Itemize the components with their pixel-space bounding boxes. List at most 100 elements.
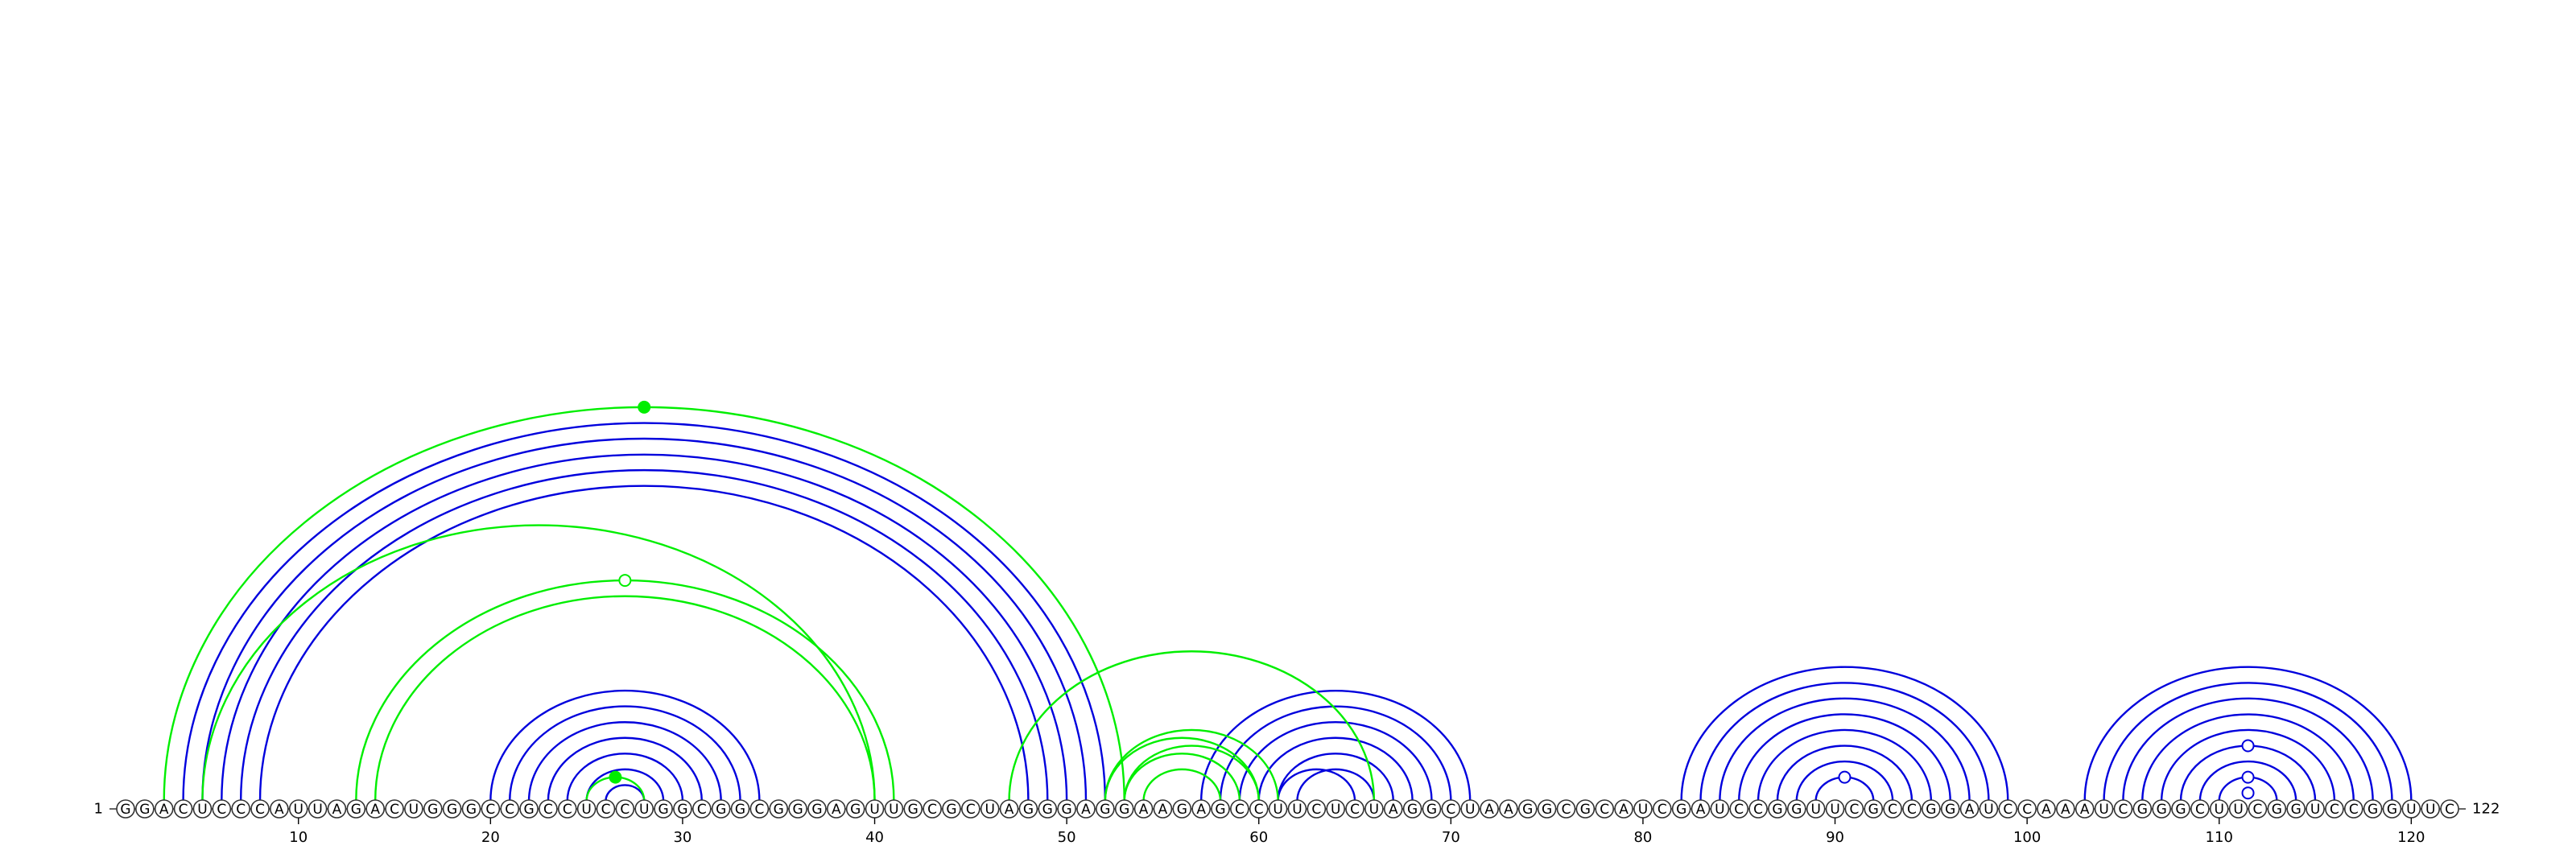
nucleotide-label: C: [1907, 802, 1917, 818]
nucleotide: C: [500, 799, 520, 819]
nucleotide-circle: [730, 799, 750, 819]
nucleotide: A: [270, 799, 289, 819]
nucleotide-label: A: [159, 802, 169, 818]
nucleotide: U: [865, 799, 885, 819]
nucleotide: G: [1671, 799, 1691, 819]
nucleotide-label: G: [120, 802, 130, 818]
nucleotide-label: U: [889, 802, 898, 818]
nucleotide: C: [1883, 799, 1902, 819]
nucleotide-circle: [1787, 799, 1806, 819]
nucleotide: G: [807, 799, 827, 819]
end-label: 122: [2472, 801, 2500, 818]
nucleotide: U: [404, 799, 423, 819]
nucleotide-circle: [999, 799, 1019, 819]
blue-arc: [1238, 720, 1433, 802]
nucleotide-circle: [884, 799, 904, 819]
nucleotide-circle: [576, 799, 597, 819]
nucleotide-label: C: [1657, 802, 1667, 818]
nucleotide-circle: [788, 799, 807, 819]
nucleotide-label: U: [1331, 802, 1340, 818]
nucleotide: G: [346, 799, 366, 819]
nucleotide-label: G: [1945, 802, 1955, 818]
nucleotide-circle: [1422, 799, 1442, 819]
nucleotide-label: G: [1215, 802, 1225, 818]
nucleotide-circle: [1038, 799, 1058, 819]
nucleotide-label: G: [1042, 802, 1053, 818]
nucleotide: C: [212, 799, 232, 819]
nucleotide-circle: [442, 799, 462, 819]
nucleotide-circle: [596, 799, 616, 819]
nucleotide-label: C: [179, 802, 188, 818]
nucleotide-label: C: [563, 802, 572, 818]
nucleotide: U: [2228, 799, 2248, 819]
nucleotide: C: [1844, 799, 1864, 819]
nucleotide-label: U: [639, 802, 649, 818]
nucleotide-label: C: [697, 802, 707, 818]
nucleotide-circle: [2094, 799, 2114, 819]
blue-arc: [1757, 728, 1933, 802]
nucleotide-label: C: [1734, 802, 1744, 818]
nucleotide: C: [2113, 799, 2133, 819]
nucleotide-label: A: [1005, 802, 1014, 818]
nucleotide: C: [1729, 799, 1749, 819]
nucleotide: G: [135, 799, 155, 819]
nucleotide-label: G: [1177, 802, 1187, 818]
nucleotide-label: G: [523, 802, 534, 818]
nucleotide-label: G: [2291, 802, 2301, 818]
nucleotide-label: U: [312, 802, 322, 818]
nucleotide-label: G: [427, 802, 438, 818]
nucleotide-label: A: [832, 802, 841, 818]
nucleotide-circle: [1537, 799, 1557, 819]
nucleotide-label: U: [1369, 802, 1379, 818]
nucleotide-circle: [2363, 799, 2383, 819]
nucleotide-circle: [500, 799, 520, 819]
nucleotide-label: U: [1715, 802, 1724, 818]
nucleotide-circle: [154, 799, 174, 819]
green-arc: [1104, 728, 1279, 802]
nucleotide-label: A: [1504, 802, 1513, 818]
nucleotide-label: U: [2425, 802, 2435, 818]
nucleotide-label: C: [2003, 802, 2013, 818]
nucleotide-label: U: [1810, 802, 1820, 818]
nucleotide: U: [2401, 799, 2421, 819]
nucleotide: C: [1748, 799, 1768, 819]
nucleotide-circle: [385, 799, 404, 819]
nucleotide: G: [2363, 799, 2383, 819]
nucleotide: G: [2171, 799, 2190, 819]
nucleotide: A: [999, 799, 1019, 819]
nucleotide-label: U: [2406, 802, 2416, 818]
nucleotide-label: G: [351, 802, 361, 818]
nucleotide: U: [2306, 799, 2325, 819]
nucleotide-circle: [1748, 799, 1768, 819]
nucleotide-circle: [942, 799, 961, 819]
tick-label: 120: [2397, 829, 2425, 846]
nucleotide: U: [884, 799, 904, 819]
nucleotide-label: G: [1100, 802, 1110, 818]
nucleotide-label: G: [1676, 802, 1686, 818]
nucleotide-label: G: [1522, 802, 1533, 818]
nucleotide: A: [154, 799, 174, 819]
nucleotide-circle: [270, 799, 289, 819]
nucleotide-label: G: [716, 802, 726, 818]
nucleotide-label: G: [1119, 802, 1129, 818]
blue-arc: [201, 437, 1088, 802]
nucleotide-circle: [2440, 799, 2459, 819]
nucleotide-circle: [346, 799, 366, 819]
nucleotide: U: [1287, 799, 1307, 819]
nucleotide-circle: [1902, 799, 1922, 819]
tick-label: 80: [1633, 829, 1652, 846]
nucleotide: C: [961, 799, 980, 819]
nucleotide-label: C: [236, 802, 246, 818]
nucleotide-circle: [654, 799, 673, 819]
nucleotide-circle: [1153, 799, 1173, 819]
blue-arc: [527, 720, 722, 802]
start-label: 1: [94, 801, 103, 818]
nucleotide: G: [903, 799, 923, 819]
nucleotide: G: [2267, 799, 2287, 819]
blue-arc: [2160, 728, 2336, 802]
nucleotide-label: G: [1868, 802, 1879, 818]
nucleotide: C: [2248, 799, 2268, 819]
nucleotide-circle: [2421, 799, 2440, 819]
nucleotide-label: C: [2330, 802, 2339, 818]
nucleotide: C: [2017, 799, 2037, 819]
